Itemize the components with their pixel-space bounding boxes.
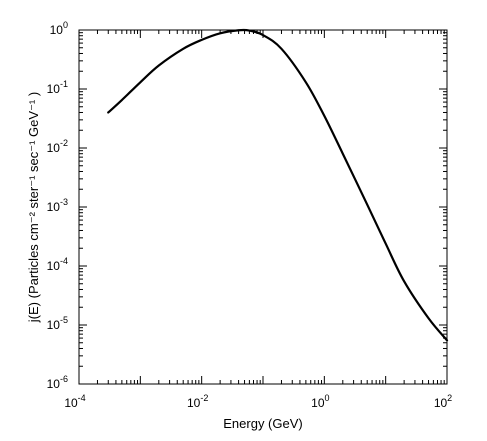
y-axis-label: j(E) (Particles cm⁻² ster⁻¹ sec⁻¹ GeV⁻¹ … — [26, 92, 41, 323]
y-tick-label: 10-4 — [47, 256, 68, 273]
y-tick-label: 10-5 — [47, 315, 68, 332]
series-line — [107, 28, 449, 342]
y-tick-label: 10-2 — [47, 138, 68, 155]
y-tick-label: 10-6 — [47, 374, 68, 391]
x-tick-label: 100 — [311, 393, 329, 410]
series-group — [107, 28, 449, 342]
plot-frame — [78, 29, 448, 385]
x-axis-tick-labels: 10-4 10-2 100 102 — [64, 393, 452, 410]
x-tick-label: 10-2 — [187, 393, 208, 410]
y-axis-tick-labels: 10-6 10-5 10-4 10-3 10-2 10-1 100 — [47, 20, 68, 391]
x-axis-ticks — [78, 30, 448, 384]
y-tick-label: 10-3 — [47, 197, 68, 214]
x-tick-label: 10-4 — [64, 393, 85, 410]
x-axis-label: Energy (GeV) — [223, 416, 302, 431]
y-tick-label: 10-1 — [47, 79, 68, 96]
x-tick-label: 102 — [434, 393, 452, 410]
y-axis-ticks — [79, 29, 447, 385]
y-tick-label: 100 — [50, 20, 68, 37]
